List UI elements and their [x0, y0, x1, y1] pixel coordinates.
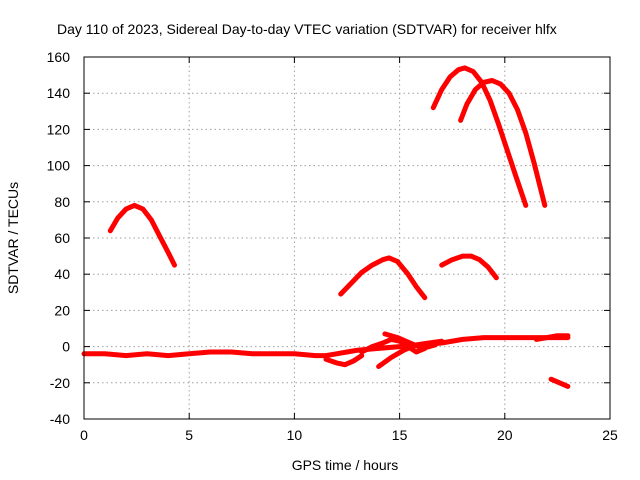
x-axis-title: GPS time / hours	[292, 457, 399, 473]
series-segment-f	[548, 376, 571, 389]
series-arc-5	[458, 78, 548, 208]
grid	[84, 57, 610, 419]
y-tick-label: 100	[47, 158, 71, 174]
y-axis-title: SDTVAR / TECUs	[5, 182, 21, 294]
y-tick-label: 0	[62, 339, 70, 355]
y-tick-label: 40	[54, 266, 70, 282]
series-group	[81, 65, 571, 389]
ticks: 0 5 10 15 20 25 -40 -20 0 20 40 60 80 100 120 140 160	[47, 49, 618, 443]
y-tick-label: -40	[50, 411, 70, 427]
series-arc-2	[338, 255, 428, 301]
x-tick-label: 0	[80, 427, 88, 443]
x-tick-label: 20	[497, 427, 513, 443]
series-arc-4	[430, 65, 529, 208]
series-arc-1	[107, 202, 177, 268]
series-segment-c	[376, 338, 445, 369]
series-segment-d	[382, 331, 438, 351]
series-segment-e	[533, 333, 571, 342]
y-tick-label: 140	[47, 85, 71, 101]
y-tick-label: 120	[47, 121, 71, 137]
x-tick-label: 5	[185, 427, 193, 443]
series-baseline	[81, 335, 571, 359]
series-segment-a	[323, 353, 365, 368]
x-tick-label: 10	[287, 427, 303, 443]
y-tick-label: 60	[54, 230, 70, 246]
x-tick-label: 15	[392, 427, 408, 443]
y-tick-label: -20	[50, 375, 70, 391]
series-segment-b	[359, 336, 428, 355]
chart-title: Day 110 of 2023, Sidereal Day-to-day VTE…	[57, 21, 557, 37]
series-arc-3	[439, 253, 499, 281]
y-tick-label: 20	[54, 302, 70, 318]
y-tick-label: 80	[54, 194, 70, 210]
x-tick-label: 25	[602, 427, 618, 443]
y-tick-label: 160	[47, 49, 71, 65]
